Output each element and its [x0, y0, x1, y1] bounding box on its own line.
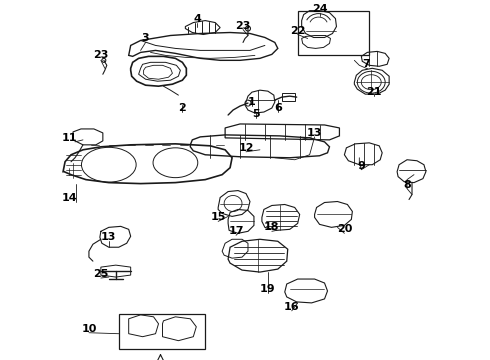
Text: 9: 9 [357, 161, 365, 171]
Text: 22: 22 [290, 26, 305, 36]
Text: 15: 15 [211, 212, 226, 222]
Text: 23: 23 [235, 21, 251, 31]
Text: 13: 13 [307, 128, 322, 138]
Text: 13: 13 [101, 232, 117, 242]
Text: 23: 23 [93, 50, 109, 60]
Text: 1: 1 [248, 97, 256, 107]
Text: 6: 6 [274, 103, 282, 113]
Text: 10: 10 [81, 324, 97, 334]
Text: 7: 7 [363, 59, 370, 69]
Text: 21: 21 [367, 87, 382, 97]
Text: 18: 18 [264, 222, 280, 232]
Text: 14: 14 [61, 193, 77, 203]
Text: 17: 17 [228, 226, 244, 236]
Text: 24: 24 [312, 4, 327, 14]
Text: 2: 2 [178, 103, 186, 113]
Text: 25: 25 [93, 269, 109, 279]
Text: 16: 16 [284, 302, 299, 312]
Text: 5: 5 [252, 109, 260, 119]
Text: 11: 11 [61, 133, 77, 143]
Text: 20: 20 [337, 224, 352, 234]
Text: 8: 8 [403, 180, 411, 190]
Text: 19: 19 [260, 284, 276, 294]
Text: 12: 12 [238, 143, 254, 153]
Text: 3: 3 [142, 33, 149, 44]
Text: 4: 4 [194, 14, 201, 24]
